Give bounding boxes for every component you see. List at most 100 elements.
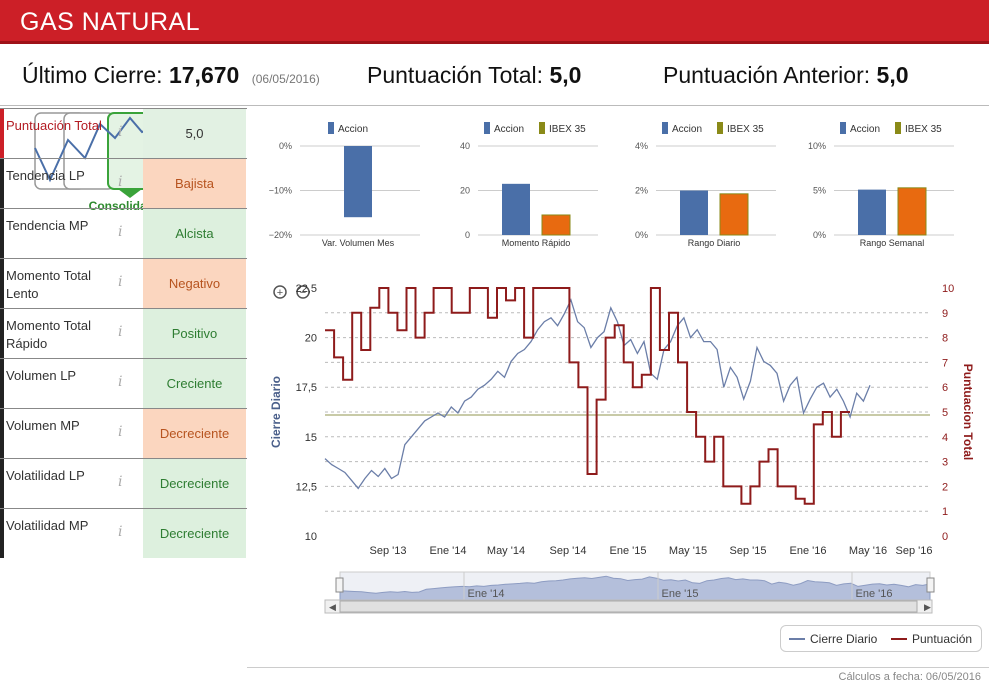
x-tick-label: Ene '16: [790, 545, 827, 557]
signal-row: Momento Total Rápido i Positivo: [0, 308, 247, 358]
info-icon[interactable]: i: [118, 274, 123, 290]
signal-value: Decreciente: [143, 459, 246, 508]
mini-charts: Accion 0% −10% −20% Var. Volumen Mes Accion IB…: [269, 122, 954, 248]
zoom-out-glyph: −: [300, 287, 306, 299]
info-icon[interactable]: i: [118, 324, 123, 340]
navigator-handle-right[interactable]: [926, 577, 935, 593]
y2-tick-label: 1: [942, 506, 948, 518]
legend-swatch: [717, 122, 723, 134]
x-tick-label: May '15: [669, 545, 707, 557]
y-tick-label: 17,5: [296, 382, 317, 394]
signal-name: Volumen MP: [6, 418, 80, 433]
signal-marker: [0, 259, 4, 308]
y-tick-label: 20: [305, 333, 317, 345]
total-score-label: Puntuación Total:: [367, 62, 544, 88]
x-tick-label: Ene '15: [610, 545, 647, 557]
signal-marker: [0, 509, 4, 558]
info-icon[interactable]: i: [118, 224, 123, 240]
scroll-left-icon[interactable]: ◀: [329, 602, 336, 612]
bar-accion: [858, 189, 886, 235]
y2-tick-label: 3: [942, 457, 948, 469]
signal-row: Tendencia LP i Bajista: [0, 158, 247, 208]
tick-label: 10%: [808, 141, 826, 151]
previous-score-value: 5,0: [876, 62, 909, 88]
scrollbar-thumb[interactable]: [339, 600, 918, 613]
x-tick-label: Ene '14: [430, 545, 467, 557]
legend-swatch: [539, 122, 545, 134]
y-tick-label: 10: [305, 531, 317, 543]
total-score-value: 5,0: [549, 62, 582, 88]
legend-swatch: [328, 122, 334, 134]
tick-label: −10%: [269, 186, 292, 196]
page-title: GAS NATURAL: [20, 8, 201, 36]
calc-date: Cálculos a fecha: 06/05/2016: [838, 671, 982, 683]
bar-accion: [344, 146, 372, 218]
signal-value: Alcista: [143, 209, 246, 258]
signal-name: Volatilidad LP: [6, 468, 85, 483]
info-icon[interactable]: i: [118, 424, 123, 440]
y2-tick-label: 6: [942, 382, 948, 394]
x-axis-label: Momento Rápido: [502, 238, 571, 248]
chart-legend[interactable]: Cierre Diario Puntuación: [780, 625, 982, 652]
bar-accion: [502, 183, 530, 235]
legend-swatch: [662, 122, 668, 134]
legend-item-cierre[interactable]: Cierre Diario: [789, 632, 877, 646]
tick-label: 0%: [279, 141, 292, 151]
info-icon[interactable]: i: [118, 524, 123, 540]
tick-label: 40: [460, 141, 470, 151]
signal-marker: [0, 409, 4, 458]
navigator-label: Ene '15: [662, 588, 699, 600]
y2-tick-label: 7: [942, 357, 948, 369]
bar-ibex-35: [541, 214, 571, 236]
signal-row: Volumen MP i Decreciente: [0, 408, 247, 458]
signal-row: Volatilidad LP i Decreciente: [0, 458, 247, 508]
navigator-label: Ene '14: [468, 588, 505, 600]
legend-label: IBEX 35: [727, 124, 764, 135]
info-icon[interactable]: i: [118, 474, 123, 490]
signal-value: 5,0: [143, 109, 246, 158]
x-axis-label: Var. Volumen Mes: [322, 238, 395, 248]
mini-chart-2: Accion IBEX 35 40 20 0 Momento Rápido: [460, 122, 598, 248]
y-tick-label: 22,5: [296, 283, 317, 295]
bar-accion: [680, 190, 708, 235]
y2-tick-label: 8: [942, 333, 948, 345]
signal-name: Tendencia LP: [6, 168, 85, 183]
price-series: [324, 298, 871, 490]
last-close-value: 17,670: [168, 62, 240, 88]
signal-marker: [0, 309, 4, 358]
signal-name: Momento Total Lento: [6, 268, 92, 301]
scroll-right-icon[interactable]: ▶: [924, 602, 931, 612]
signal-row: Momento Total Lento i Negativo: [0, 258, 247, 308]
tick-label: 0%: [635, 230, 648, 240]
signal-name: Volatilidad MP: [6, 518, 89, 533]
zoom-in-glyph: +: [277, 287, 283, 299]
main-price-chart: + − 0 1 2 3 4 5 6 7 8 9 10 10 12,5 15 17,5 20 22,5 Cierre D…: [269, 283, 975, 614]
info-icon[interactable]: i: [118, 374, 123, 390]
x-tick-label: May '14: [487, 545, 525, 557]
y-tick-label: 12,5: [296, 481, 317, 493]
y-axis-label: Cierre Diario: [269, 376, 283, 448]
signal-value: Positivo: [143, 309, 246, 358]
navigator-handle-left[interactable]: [335, 577, 344, 593]
x-axis-label: Rango Diario: [688, 238, 741, 248]
y2-tick-label: 9: [942, 308, 948, 320]
zoom-in-icon[interactable]: [273, 285, 287, 299]
info-icon[interactable]: i: [118, 174, 123, 190]
signal-name: Momento Total Rápido: [6, 318, 92, 351]
zoom-out-icon[interactable]: [296, 285, 310, 299]
y-tick-label: 15: [305, 432, 317, 444]
bar-ibex-35: [719, 193, 749, 236]
x-tick-label: Sep '14: [550, 545, 587, 557]
signal-marker: [0, 109, 4, 158]
signal-marker: [0, 459, 4, 508]
last-close: Último Cierre: 17,670 (06/05/2016): [22, 62, 320, 89]
tick-label: −20%: [269, 230, 292, 240]
header-bar: GAS NATURAL: [0, 0, 989, 44]
x-tick-label: Sep '16: [896, 545, 933, 557]
info-icon[interactable]: i: [118, 124, 123, 140]
y2-tick-label: 2: [942, 481, 948, 493]
legend-item-puntuacion[interactable]: Puntuación: [891, 632, 972, 646]
signal-marker: [0, 359, 4, 408]
x-axis-label: Rango Semanal: [860, 238, 925, 248]
signal-row: Tendencia MP i Alcista: [0, 208, 247, 258]
